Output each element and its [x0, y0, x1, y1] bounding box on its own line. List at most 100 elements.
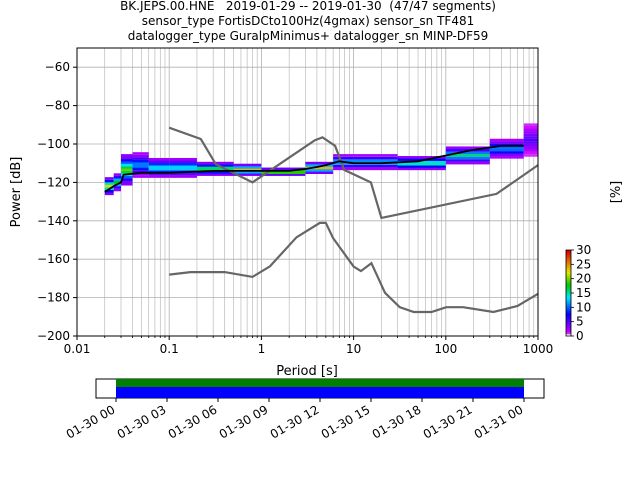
- colorbar-segment: [566, 273, 571, 277]
- density-cell: [132, 175, 149, 178]
- density-cell: [489, 151, 524, 154]
- density-cell: [132, 167, 149, 171]
- colorbar-tick-label: 30: [576, 243, 591, 257]
- density-cell: [169, 165, 197, 168]
- density-cell: [148, 162, 170, 166]
- density-cell: [169, 162, 197, 166]
- density-cell: [353, 164, 398, 168]
- density-cell: [169, 160, 197, 164]
- density-cell: [523, 154, 538, 157]
- density-cell: [523, 136, 538, 139]
- y-tick-label: −60: [45, 60, 70, 74]
- colorbar-segment: [566, 305, 571, 309]
- colorbar-segment: [566, 297, 571, 300]
- density-cell: [120, 156, 133, 160]
- density-cell: [445, 154, 490, 157]
- density-cell: [120, 158, 133, 162]
- colorbar-segment: [566, 318, 571, 322]
- noise-models: [168, 126, 539, 314]
- density-cell: [523, 141, 538, 144]
- density-cell: [148, 160, 170, 164]
- y-tick-label: −180: [37, 291, 70, 305]
- density-cell: [353, 154, 398, 157]
- x-tick-label: 1: [258, 342, 266, 356]
- density-cell: [353, 167, 398, 171]
- density-cell: [333, 156, 354, 160]
- density-cell: [397, 156, 446, 159]
- y-axis-ticks: −60 −80 −100 −120 −140 −160 −180 −200: [37, 60, 77, 343]
- density-cell: [132, 152, 149, 155]
- density-cell: [132, 165, 149, 168]
- colorbar-tick-label: 0: [576, 329, 584, 343]
- colorbar-segment: [566, 282, 571, 285]
- density-cell: [489, 156, 524, 159]
- colorbar-tick-label: 10: [576, 300, 591, 314]
- density-cell: [489, 141, 524, 144]
- density-cell: [120, 161, 133, 164]
- colorbar-tick-label: 25: [576, 257, 591, 271]
- density-cell: [120, 154, 133, 157]
- density-cell: [397, 162, 446, 166]
- density-cell: [132, 172, 149, 176]
- colorbar-segment: [566, 290, 571, 294]
- density-cell: [104, 177, 114, 180]
- density-cell: [104, 189, 114, 193]
- density-cell: [148, 170, 170, 173]
- density-cell: [523, 146, 538, 150]
- x-axis-label: Period [s]: [276, 364, 338, 379]
- density-cell: [120, 170, 133, 174]
- colorbar-segment: [566, 325, 571, 328]
- density-cell: [305, 164, 334, 167]
- density-cell: [132, 159, 149, 163]
- density-cell: [233, 163, 262, 167]
- y-tick-label: −160: [37, 252, 70, 266]
- colorbar-segment: [566, 316, 571, 320]
- density-cell: [169, 172, 197, 176]
- density-cell: [489, 138, 524, 142]
- colorbar-segment: [566, 308, 571, 311]
- colorbar-segment: [566, 254, 571, 257]
- density-cell: [148, 157, 170, 161]
- colorbar-segment: [566, 262, 571, 266]
- colorbar-segment: [566, 258, 571, 262]
- density-cell: [523, 131, 538, 134]
- density-cell: [261, 167, 306, 171]
- density-cell: [397, 167, 446, 171]
- density-cell: [305, 166, 334, 170]
- plot-frame: [76, 47, 539, 337]
- density-cell: [120, 163, 133, 167]
- colorbar-segment: [566, 280, 571, 283]
- colorbar-segment: [566, 295, 571, 298]
- title-line-2: sensor_type FortisDCto100Hz(4gmax) senso…: [141, 14, 475, 28]
- density-cell: [132, 170, 149, 173]
- density-cell: [132, 154, 149, 158]
- density-cell: [333, 162, 354, 165]
- density-cell: [261, 171, 306, 174]
- colorbar-segment: [566, 269, 571, 272]
- colorbar-segment: [566, 265, 571, 268]
- title-line-3: datalogger_type GuralpMinimus+ datalogge…: [127, 29, 489, 43]
- colorbar-segment: [566, 301, 571, 305]
- colorbar-segment: [566, 299, 571, 303]
- density-cell: [233, 173, 262, 176]
- density-cell: [353, 156, 398, 160]
- colorbar-tick-label: 20: [576, 272, 591, 286]
- colorbar-segment: [566, 331, 571, 335]
- density-cell: [104, 179, 114, 183]
- density-cell: [489, 146, 524, 149]
- density-cell: [523, 138, 538, 142]
- density-cell: [148, 165, 170, 168]
- density-cell: [523, 151, 538, 155]
- mean-psd-line: [104, 145, 524, 193]
- density-cell: [445, 151, 490, 155]
- density-cell: [113, 178, 121, 182]
- new-low-noise-model: [169, 221, 539, 314]
- y-tick-label: −80: [45, 99, 70, 113]
- density-cell: [523, 125, 538, 129]
- density-cell: [305, 169, 334, 172]
- density-cell: [120, 180, 133, 184]
- density-cell: [489, 143, 524, 147]
- density-cell: [397, 160, 446, 164]
- colorbar-segment: [566, 303, 571, 307]
